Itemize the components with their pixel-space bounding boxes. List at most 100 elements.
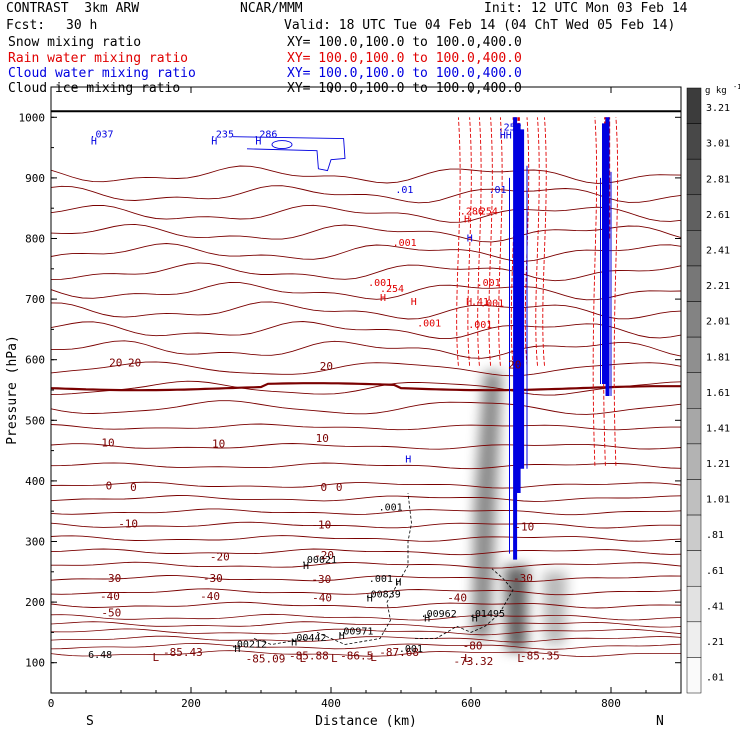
temperature-label: 10 (316, 432, 329, 445)
ice-label: .01495 (469, 609, 505, 620)
x-tick-label: 0 (48, 697, 55, 710)
low-marker: L (300, 652, 307, 665)
temperature-label: 0 (106, 480, 113, 493)
rain-high: H (464, 215, 470, 226)
x-end-label-right: N (656, 714, 664, 729)
colorbar-cell (686, 514, 702, 551)
ice-high: H (472, 613, 478, 624)
colorbar-label: 3.21 (706, 103, 730, 114)
y-tick-label: 200 (25, 596, 45, 609)
ice-label: .001 (369, 574, 393, 585)
xy-snow: XY= 100.0,100.0 to 100.0,400.0 (287, 35, 522, 50)
ice-high: H (234, 644, 240, 655)
low-marker: L (370, 651, 377, 664)
x-tick-label: 600 (461, 697, 481, 710)
cloud-high: H (467, 234, 473, 245)
snow-plume (543, 571, 567, 645)
colorbar-cell (686, 194, 702, 231)
rain-high: H (466, 297, 472, 308)
temperature-contour (51, 621, 681, 628)
temperature-label: -30 (203, 572, 223, 585)
cloud-high: HH (500, 131, 512, 142)
colorbar-label: 1.41 (706, 423, 730, 434)
rain-label: .001 (468, 320, 492, 331)
temperature-contour (51, 628, 681, 636)
field-cloud-ice: Cloud ice mixing ratio (8, 81, 181, 96)
rain-high: H (380, 293, 386, 304)
temperature-label: 20 (320, 360, 333, 373)
temperature-contour (51, 535, 681, 542)
rain-label: .254 (474, 206, 498, 217)
field-rain: Rain water mixing ratio (8, 51, 189, 66)
x-tick-label: 200 (181, 697, 201, 710)
cloud-high: H (91, 137, 97, 148)
temperature-label: -86.5 (340, 649, 373, 662)
rain-high: H (411, 297, 417, 308)
colorbar-cell (686, 87, 702, 124)
temperature-label: 0 (336, 481, 343, 494)
ice-label: .00962 (421, 609, 457, 620)
temperature-contour (51, 262, 681, 282)
temperature-contour (51, 481, 681, 489)
temperature-label: 10 (101, 437, 114, 450)
colorbar-label: 2.41 (706, 245, 730, 256)
y-tick-label: 400 (25, 475, 45, 488)
colorbar-label: 3.01 (706, 139, 730, 150)
low-marker: L (331, 652, 338, 665)
rain-contour (592, 117, 598, 466)
temperature-label: 20 (508, 359, 521, 372)
cloud-label: .235 (210, 129, 234, 140)
temperature-contour (51, 321, 681, 340)
valid-time: Valid: 18 UTC Tue 04 Feb 14 (04 ChT Wed … (284, 18, 676, 33)
xy-cloud-water: XY= 100.0,100.0 to 100.0,400.0 (287, 66, 522, 81)
cloud-high: H (255, 137, 261, 148)
temperature-contour (51, 642, 681, 650)
temperature-label: 20 (128, 357, 141, 370)
xy-rain: XY= 100.0,100.0 to 100.0,400.0 (287, 51, 522, 66)
temperature-contour (51, 223, 681, 243)
temperature-contour (51, 281, 681, 301)
init-time: Init: 12 UTC Mon 03 Feb 14 (484, 1, 688, 16)
temperature-contour (51, 243, 681, 262)
rain-contour (456, 117, 461, 366)
ice-label: .001 (399, 644, 423, 655)
y-tick-label: 100 (25, 657, 45, 670)
colorbar-cell (686, 265, 702, 302)
ice-high: H (303, 561, 309, 572)
y-tick-label: 600 (25, 354, 45, 367)
temperature-contour (51, 588, 681, 596)
ice-high: H (291, 638, 297, 649)
temperature-label: -87.68 (379, 646, 419, 659)
ice-contour (316, 492, 412, 645)
temperature-contour (51, 575, 681, 582)
rain-contour (535, 117, 540, 366)
colorbar-cell (686, 585, 702, 623)
temperature-label: -10 (118, 517, 138, 530)
low-marker: L (517, 652, 524, 665)
temperature-contour (51, 521, 681, 529)
colorbar-label: .01 (706, 673, 724, 684)
cloud-label: .01 (489, 185, 507, 196)
y-tick-label: 1000 (19, 111, 46, 124)
cloud-label: .252 (498, 123, 522, 134)
temperature-label: -50 (101, 606, 121, 619)
temperature-contour (51, 650, 681, 657)
temperature-label: -85.09 (246, 652, 286, 665)
colorbar-label: 1.81 (706, 352, 730, 363)
colorbar-cell (686, 621, 702, 658)
colorbar-cell (686, 479, 702, 516)
temperature-label: 0 (130, 481, 137, 494)
plot-area (51, 117, 681, 657)
ice-label: .00442 (290, 633, 326, 644)
temperature-contour (51, 561, 681, 569)
colorbar-cell (686, 301, 702, 338)
colorbar-label: .61 (706, 566, 724, 577)
x-tick-label: 800 (601, 697, 621, 710)
ice-high: H (339, 631, 345, 642)
colorbar-cell (686, 372, 702, 409)
temperature-contour (51, 400, 681, 415)
temperature-contour (51, 495, 681, 502)
temperature-label: -30 (101, 572, 121, 585)
temperature-contour (51, 462, 681, 470)
temperature-contour (51, 443, 681, 450)
